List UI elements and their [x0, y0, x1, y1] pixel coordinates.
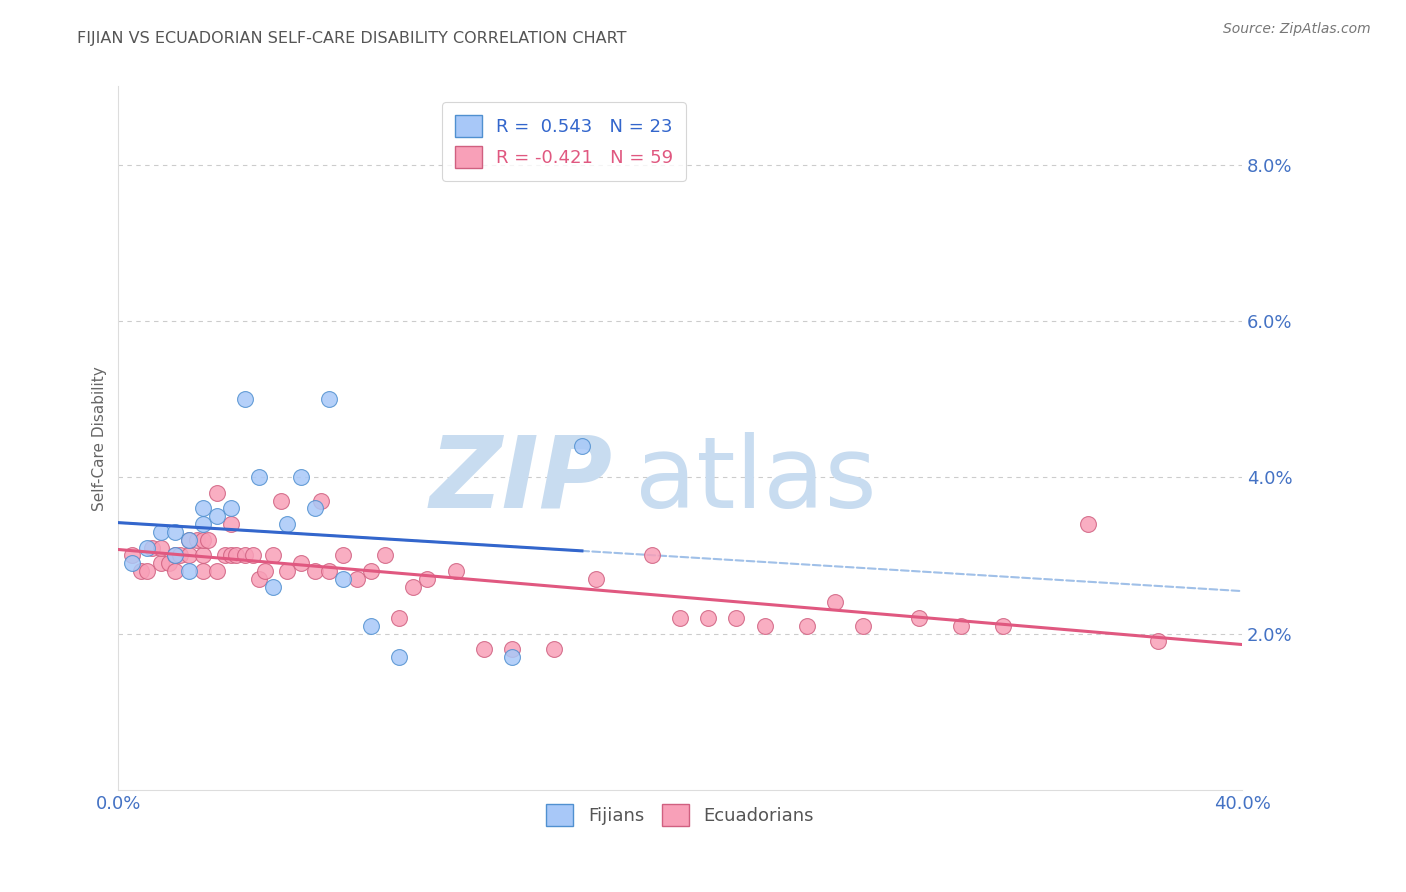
Point	[135, 564, 157, 578]
Point	[276, 564, 298, 578]
Point	[290, 470, 312, 484]
Point	[121, 556, 143, 570]
Point	[472, 642, 495, 657]
Point	[191, 564, 214, 578]
Point	[290, 556, 312, 570]
Point	[262, 549, 284, 563]
Point	[318, 392, 340, 406]
Text: FIJIAN VS ECUADORIAN SELF-CARE DISABILITY CORRELATION CHART: FIJIAN VS ECUADORIAN SELF-CARE DISABILIT…	[77, 31, 627, 46]
Point	[309, 493, 332, 508]
Point	[135, 541, 157, 555]
Point	[304, 564, 326, 578]
Point	[669, 611, 692, 625]
Point	[247, 470, 270, 484]
Point	[247, 572, 270, 586]
Point	[191, 501, 214, 516]
Point	[346, 572, 368, 586]
Point	[360, 564, 382, 578]
Point	[1146, 634, 1168, 648]
Point	[191, 533, 214, 547]
Point	[149, 524, 172, 539]
Point	[205, 486, 228, 500]
Text: ZIP: ZIP	[430, 432, 613, 529]
Point	[796, 619, 818, 633]
Point	[149, 556, 172, 570]
Point	[571, 439, 593, 453]
Point	[253, 564, 276, 578]
Point	[219, 549, 242, 563]
Point	[270, 493, 292, 508]
Point	[697, 611, 720, 625]
Point	[388, 650, 411, 665]
Point	[121, 549, 143, 563]
Point	[163, 524, 186, 539]
Point	[163, 549, 186, 563]
Point	[585, 572, 607, 586]
Point	[177, 564, 200, 578]
Point	[157, 556, 180, 570]
Point	[219, 501, 242, 516]
Point	[169, 549, 191, 563]
Point	[141, 541, 163, 555]
Point	[388, 611, 411, 625]
Text: Source: ZipAtlas.com: Source: ZipAtlas.com	[1223, 22, 1371, 37]
Point	[177, 533, 200, 547]
Point	[262, 580, 284, 594]
Point	[908, 611, 931, 625]
Point	[543, 642, 565, 657]
Point	[332, 572, 354, 586]
Point	[950, 619, 973, 633]
Point	[191, 517, 214, 532]
Legend: Fijians, Ecuadorians: Fijians, Ecuadorians	[538, 797, 821, 834]
Point	[205, 509, 228, 524]
Point	[205, 564, 228, 578]
Point	[214, 549, 236, 563]
Point	[852, 619, 875, 633]
Point	[233, 392, 256, 406]
Point	[318, 564, 340, 578]
Point	[191, 549, 214, 563]
Point	[416, 572, 439, 586]
Point	[163, 549, 186, 563]
Point	[332, 549, 354, 563]
Point	[402, 580, 425, 594]
Point	[754, 619, 776, 633]
Point	[186, 533, 208, 547]
Point	[129, 564, 152, 578]
Point	[177, 533, 200, 547]
Point	[304, 501, 326, 516]
Point	[242, 549, 264, 563]
Point	[219, 517, 242, 532]
Text: atlas: atlas	[636, 432, 877, 529]
Point	[149, 541, 172, 555]
Point	[360, 619, 382, 633]
Point	[1077, 517, 1099, 532]
Point	[824, 595, 846, 609]
Point	[197, 533, 219, 547]
Point	[501, 650, 523, 665]
Point	[374, 549, 396, 563]
Point	[163, 564, 186, 578]
Point	[177, 549, 200, 563]
Point	[993, 619, 1015, 633]
Point	[225, 549, 247, 563]
Point	[444, 564, 467, 578]
Point	[276, 517, 298, 532]
Point	[641, 549, 664, 563]
Point	[501, 642, 523, 657]
Y-axis label: Self-Care Disability: Self-Care Disability	[93, 366, 107, 510]
Point	[725, 611, 748, 625]
Point	[233, 549, 256, 563]
